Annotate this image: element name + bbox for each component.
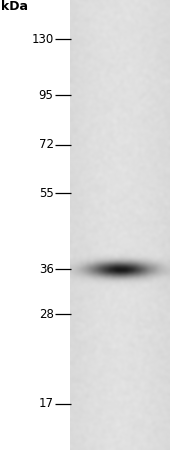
Text: 95: 95 [39,89,54,102]
Text: 36: 36 [39,263,54,276]
Text: 55: 55 [39,187,54,200]
Text: kDa: kDa [1,0,28,13]
Text: 17: 17 [39,397,54,410]
Text: 28: 28 [39,308,54,321]
Text: 130: 130 [31,32,54,45]
Text: 72: 72 [39,139,54,152]
